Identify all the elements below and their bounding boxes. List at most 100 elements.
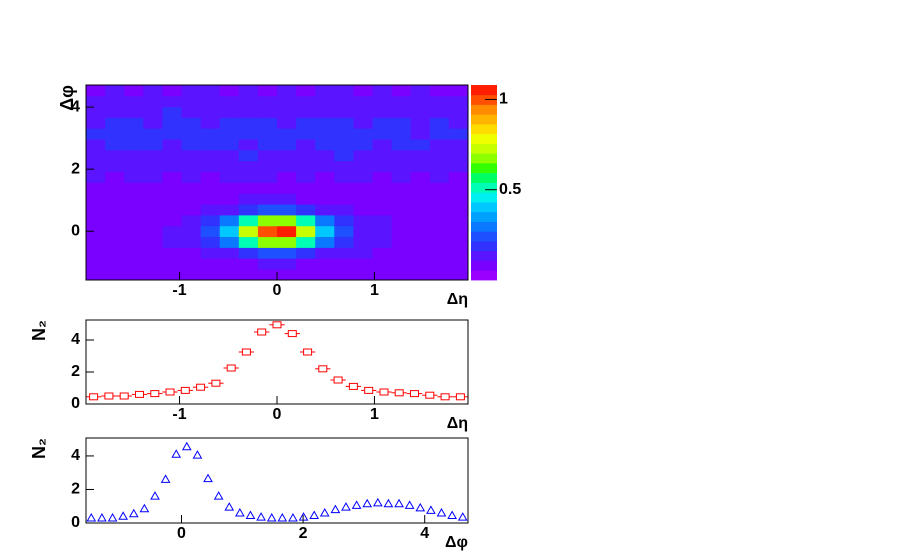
heatmap-cell xyxy=(429,269,450,281)
colorbar-tick-label: 1 xyxy=(499,91,508,108)
marker xyxy=(211,379,221,387)
heatmap-cell xyxy=(143,258,163,270)
heatmap-cell xyxy=(181,236,201,248)
heatmap-cell xyxy=(448,117,469,129)
heatmap-cell xyxy=(257,160,278,173)
heatmap-cell xyxy=(277,95,297,108)
heatmap-cell xyxy=(429,236,450,248)
heatmap-cell xyxy=(124,117,144,129)
x-axis-label: Δη xyxy=(447,415,468,432)
heatmap-cell xyxy=(372,84,392,97)
marker xyxy=(379,388,389,396)
marker xyxy=(410,390,420,398)
heatmap-cell xyxy=(334,258,354,270)
heatmap-cell xyxy=(143,269,163,281)
heatmap-cell xyxy=(238,269,259,281)
colorbar-swatch xyxy=(471,260,497,271)
heatmap-cell xyxy=(105,160,125,173)
marker xyxy=(319,507,330,517)
heatmap-cell xyxy=(162,258,182,270)
heatmap-cell xyxy=(105,204,125,216)
heatmap-cell xyxy=(200,269,221,281)
heatmap-cell xyxy=(181,117,201,129)
heatmap-cell xyxy=(315,193,335,205)
marker xyxy=(181,441,192,451)
heatmap-cell xyxy=(238,160,259,173)
heatmap-cell xyxy=(124,225,144,238)
heatmap-cell xyxy=(372,171,392,183)
heatmap-cell xyxy=(86,84,106,97)
heatmap-cell xyxy=(296,236,316,248)
heatmap-cell xyxy=(448,193,469,205)
heatmap-cell xyxy=(124,84,144,97)
heatmap-cell xyxy=(391,128,412,140)
marker xyxy=(196,383,206,391)
heatmap-cell xyxy=(372,193,392,205)
y-tick-label: 2 xyxy=(71,481,80,498)
heatmap-cell xyxy=(334,150,354,162)
heatmap-cell xyxy=(86,150,106,162)
marker xyxy=(455,393,465,401)
heatmap-cell xyxy=(86,247,106,259)
heatmap-cell xyxy=(181,193,201,205)
heatmap-cell xyxy=(372,139,392,151)
heatmap-cell xyxy=(372,160,392,173)
colorbar-swatch xyxy=(471,133,497,144)
heatmap-cell xyxy=(124,236,144,248)
heatmap-cell xyxy=(162,150,182,162)
heatmap-cell xyxy=(162,117,182,129)
heatmap-cell xyxy=(448,182,469,194)
heatmap-cell xyxy=(448,214,469,227)
heatmap-cell xyxy=(181,269,201,281)
heatmap-cell xyxy=(315,106,335,118)
heatmap-cell xyxy=(277,106,297,118)
colorbar-swatch xyxy=(471,124,497,135)
heatmap-cell xyxy=(200,247,221,259)
heatmap-cell xyxy=(257,236,278,248)
heatmap-cell xyxy=(410,171,431,183)
heatmap-cell xyxy=(200,150,221,162)
heatmap-cell xyxy=(315,128,335,140)
heatmap-cell xyxy=(257,117,278,129)
heatmap-cell xyxy=(353,139,373,151)
heatmap-cell xyxy=(105,214,125,227)
heatmap-cell xyxy=(124,182,144,194)
marker xyxy=(362,498,373,508)
heatmap-cell xyxy=(257,269,278,281)
marker xyxy=(180,386,190,394)
heatmap-cell xyxy=(86,128,106,140)
heatmap-cell xyxy=(162,236,182,248)
colorbar-tick-label: 0.5 xyxy=(499,181,521,198)
heatmap-cell xyxy=(296,182,316,194)
marker xyxy=(309,510,320,519)
heatmap-cell xyxy=(315,182,335,194)
heatmap-cell xyxy=(200,193,221,205)
heatmap-cell xyxy=(86,171,106,183)
x-tick-label: 0 xyxy=(177,525,186,542)
heatmap-cell xyxy=(219,95,240,108)
heatmap-cell xyxy=(353,117,373,129)
heatmap-cell xyxy=(105,258,125,270)
heatmap-cell xyxy=(391,258,412,270)
heatmap-cell xyxy=(391,236,412,248)
heatmap-cell xyxy=(105,128,125,140)
marker xyxy=(277,512,288,522)
heatmap-cell xyxy=(181,247,201,259)
marker xyxy=(160,474,171,483)
heatmap-cell xyxy=(219,269,240,281)
heatmap-cell xyxy=(162,214,182,227)
heatmap-cell xyxy=(315,236,335,248)
heatmap-cell xyxy=(124,269,144,281)
heatmap-cell xyxy=(448,171,469,183)
heatmap-cell xyxy=(277,182,297,194)
heatmap-cell xyxy=(334,95,354,108)
colorbar-swatch xyxy=(471,163,497,174)
marker xyxy=(241,348,251,356)
heatmap-cell xyxy=(334,160,354,173)
heatmap-cell xyxy=(429,171,450,183)
marker xyxy=(372,497,383,507)
marker xyxy=(415,502,426,512)
heatmap-cell xyxy=(429,84,450,97)
heatmap-cell xyxy=(86,258,106,270)
heatmap-cell xyxy=(448,139,469,151)
